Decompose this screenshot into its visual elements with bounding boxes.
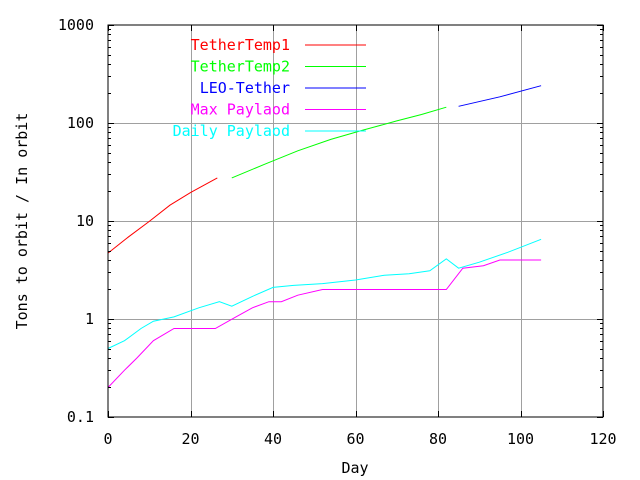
- x-tick-label: 0: [103, 430, 112, 448]
- x-tick-label: 40: [264, 430, 282, 448]
- series-line-daily-paylaod: [107, 238, 542, 349]
- series-line-tethertemp1: [107, 177, 218, 254]
- legend-label-tethertemp2: TetherTemp2: [191, 58, 290, 76]
- x-tick-label: 80: [429, 430, 447, 448]
- tick-labels: 0 20 40 60 80 100 120 0.1 1 10 100 1000: [58, 16, 617, 448]
- axis-ticks: [108, 25, 604, 418]
- x-axis-title: Day: [341, 459, 368, 477]
- y-tick-label: 10: [76, 212, 94, 230]
- legend-label-leo-tether: LEO-Tether: [200, 79, 290, 97]
- legend-label-max-paylaod: Max Paylaod: [191, 101, 290, 119]
- y-tick-label: 1000: [58, 16, 94, 34]
- legend-label-daily-paylaod: Daily Paylaod: [173, 122, 290, 140]
- series-line-max-paylaod: [107, 259, 542, 388]
- legend: TetherTemp1 TetherTemp2 LEO-Tether Max Payl…: [173, 36, 366, 140]
- series-lines: [107, 85, 542, 388]
- x-tick-label: 60: [346, 430, 364, 448]
- grid-lines: [108, 25, 603, 417]
- series-line-tethertemp2: [231, 106, 447, 179]
- y-tick-label: 1: [85, 310, 94, 328]
- series-line-leo-tether: [458, 85, 542, 107]
- legend-label-tethertemp1: TetherTemp1: [191, 36, 290, 54]
- x-tick-label: 100: [507, 430, 534, 448]
- y-tick-label: 100: [67, 114, 94, 132]
- x-tick-label: 20: [181, 430, 199, 448]
- y-tick-label: 0.1: [67, 408, 94, 426]
- x-tick-label: 120: [589, 430, 616, 448]
- y-axis-title: Tons to orbit / In orbit: [13, 113, 31, 330]
